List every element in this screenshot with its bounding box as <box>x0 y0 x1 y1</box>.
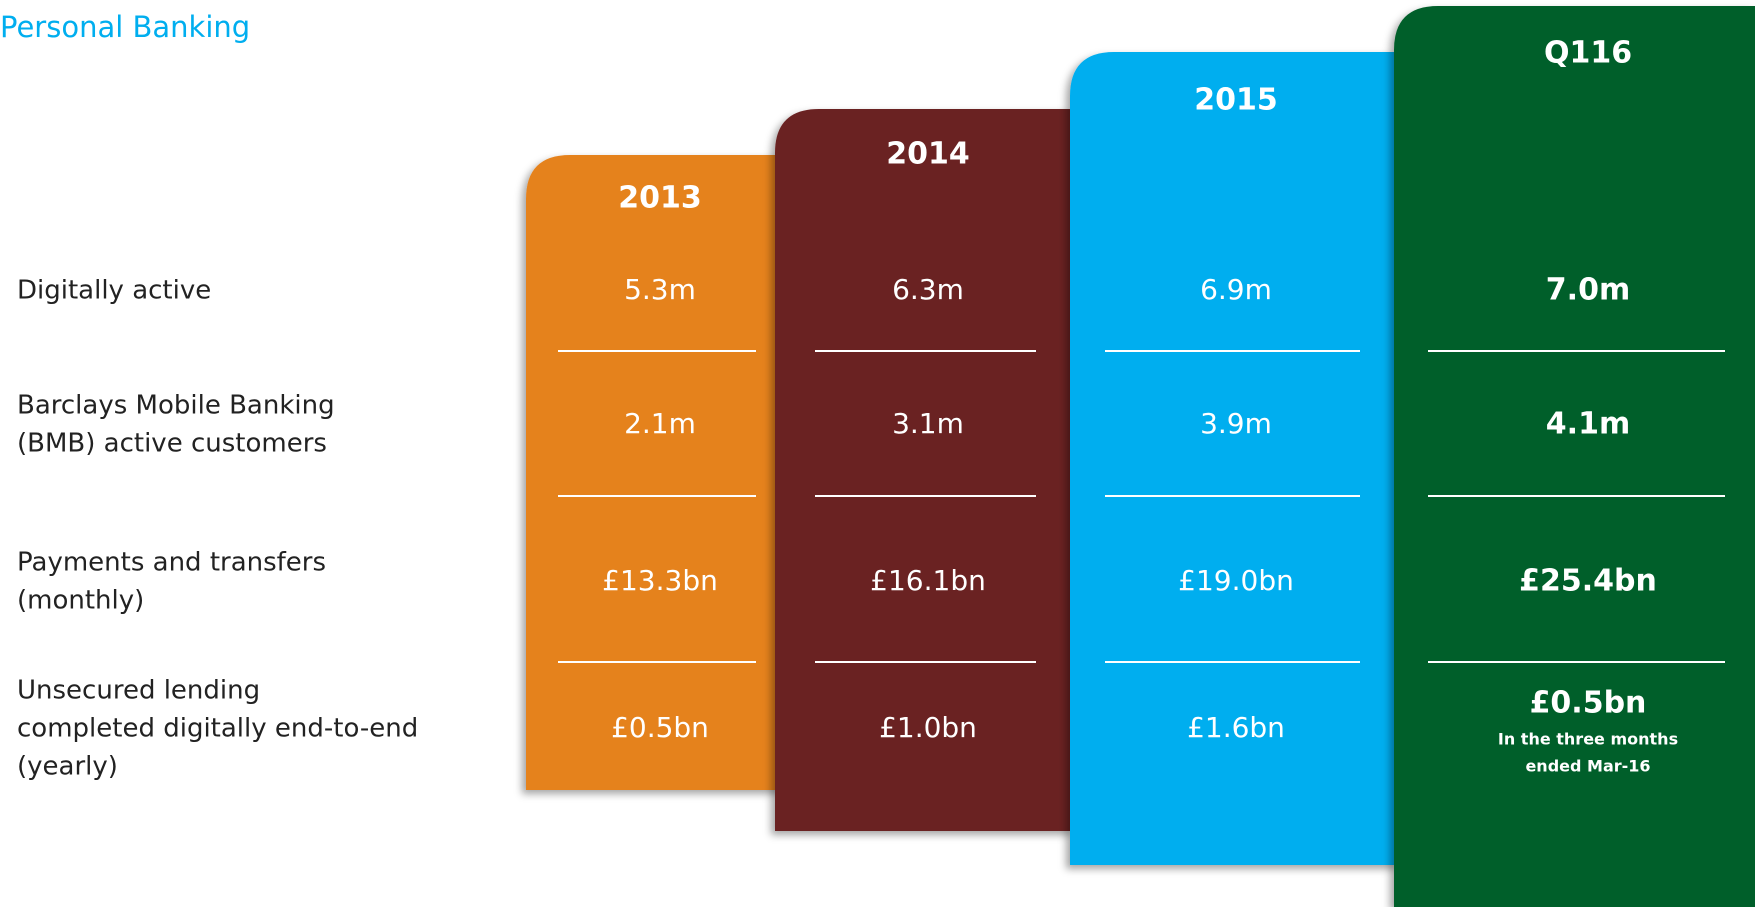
cell-value: 6.3m <box>892 273 964 306</box>
row-label: (monthly) <box>17 586 144 616</box>
cell-note: ended Mar-16 <box>1525 757 1650 776</box>
cell-value: £19.0bn <box>1178 564 1294 597</box>
cell-value: £1.0bn <box>879 711 977 744</box>
row-label: (yearly) <box>17 752 118 782</box>
column-panel <box>1394 6 1755 907</box>
cell-value: 3.1m <box>892 407 964 440</box>
page-title: Personal Banking <box>0 10 250 44</box>
cell-value: 6.9m <box>1200 273 1272 306</box>
cell-value: 3.9m <box>1200 407 1272 440</box>
column-panel <box>526 155 784 790</box>
cell-value: £16.1bn <box>870 564 986 597</box>
cell-value: 2.1m <box>624 407 696 440</box>
row-label: Barclays Mobile Banking <box>17 391 335 421</box>
cell-value: £25.4bn <box>1519 564 1657 599</box>
column-header: 2013 <box>618 181 702 216</box>
cell-value: 5.3m <box>624 273 696 306</box>
row-label: Unsecured lending <box>17 676 260 706</box>
row-label: Payments and transfers <box>17 548 326 578</box>
column-header: Q116 <box>1544 36 1632 71</box>
cell-value: £13.3bn <box>602 564 718 597</box>
column-header: 2015 <box>1194 83 1278 118</box>
cell-value: 7.0m <box>1546 273 1630 308</box>
cell-value: 4.1m <box>1546 407 1630 442</box>
row-label: Digitally active <box>17 276 211 306</box>
row-label: (BMB) active customers <box>17 429 327 459</box>
cell-note: In the three months <box>1498 730 1678 749</box>
row-label: completed digitally end-to-end <box>17 714 418 744</box>
column-header: 2014 <box>886 137 970 172</box>
column-panel <box>775 109 1075 831</box>
cell-value: £0.5bn <box>611 711 709 744</box>
cell-value: £1.6bn <box>1187 711 1285 744</box>
cell-value: £0.5bn <box>1530 686 1647 721</box>
